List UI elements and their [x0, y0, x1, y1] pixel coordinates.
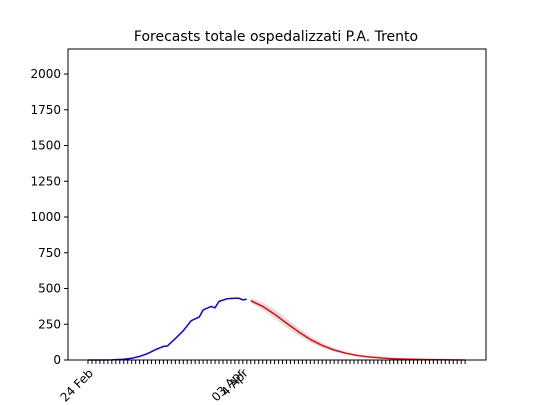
forecast-confidence-band: [250, 298, 466, 360]
y-tick-label: 1750: [30, 103, 61, 117]
y-tick-label: 1500: [30, 139, 61, 153]
observed-series-line: [88, 297, 247, 361]
confidence-band-layer: [250, 298, 466, 360]
y-tick-label: 750: [38, 246, 61, 260]
series-layer: [88, 297, 466, 361]
y-tick-label: 2000: [30, 67, 61, 81]
x-tick-label: 24 Feb: [58, 366, 96, 404]
forecast-series-line: [250, 300, 466, 361]
plot-area-frame: [67, 48, 487, 361]
y-tick-label: 0: [53, 353, 61, 367]
y-tick-label: 1000: [30, 210, 61, 224]
y-tick-label: 1250: [30, 174, 61, 188]
chart-title: Forecasts totale ospedalizzati P.A. Tren…: [134, 29, 418, 45]
y-tick-label: 250: [38, 317, 61, 331]
y-tick-label: 500: [38, 282, 61, 296]
